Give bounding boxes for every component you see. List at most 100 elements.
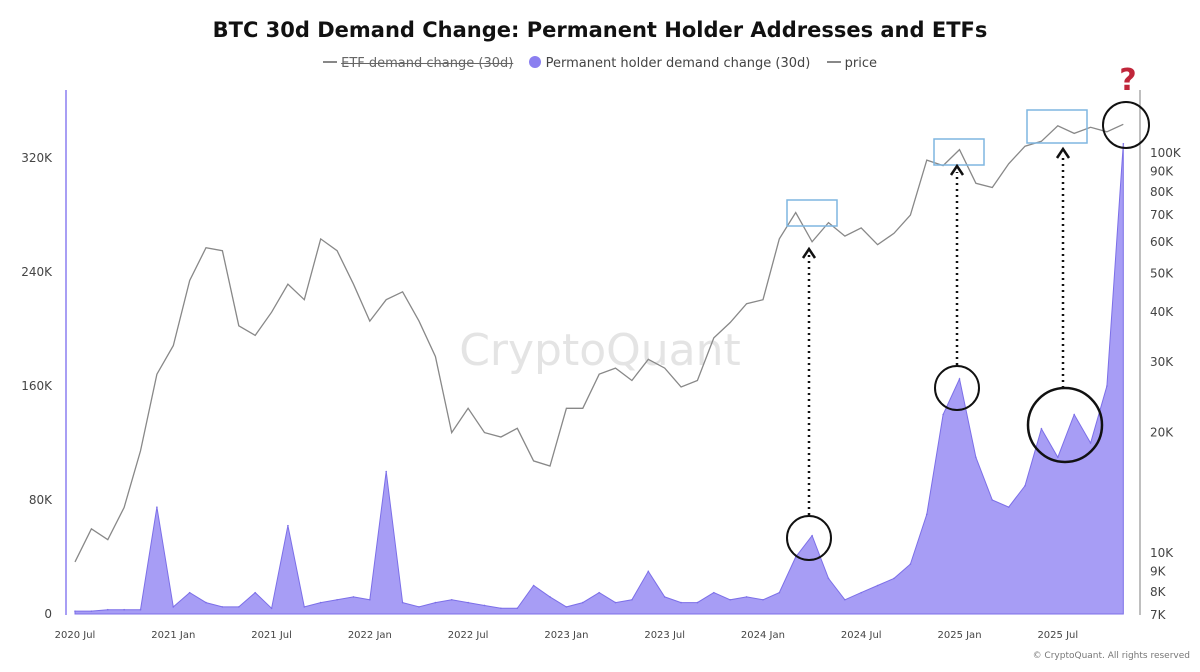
demand-point	[614, 601, 617, 604]
demand-point	[319, 601, 322, 604]
demand-point	[942, 413, 944, 416]
line-swatch-icon	[826, 61, 841, 63]
demand-point	[827, 577, 830, 580]
x-tick: 2025 Jan	[937, 630, 981, 641]
y-right-tick: 40K	[1150, 305, 1174, 319]
y-right-tick: 50K	[1150, 266, 1174, 280]
demand-point	[90, 610, 93, 612]
y-right-tick: 60K	[1150, 235, 1174, 249]
demand-point	[532, 584, 535, 587]
arrowhead-icon	[1055, 146, 1071, 159]
highlight-box	[933, 138, 985, 166]
demand-point	[238, 606, 240, 608]
y-left-tick: 240K	[21, 265, 53, 279]
watermark: CryptoQuant	[459, 325, 741, 376]
highlight-circle	[1102, 101, 1150, 149]
demand-point	[385, 470, 388, 473]
y-right-tick: 90K	[1150, 164, 1174, 178]
demand-point	[434, 601, 437, 604]
demand-point	[139, 608, 142, 611]
demand-point	[303, 606, 306, 608]
demand-point	[631, 598, 633, 601]
demand-point	[1057, 456, 1059, 459]
demand-point	[860, 591, 863, 594]
y-right-tick: 80K	[1150, 185, 1174, 199]
legend-permanent-holder-label: Permanent holder demand change (30d)	[545, 56, 811, 71]
demand-point	[401, 601, 404, 604]
demand-point	[467, 601, 469, 604]
demand-point	[581, 601, 584, 604]
demand-point	[925, 513, 928, 516]
y-left-tick: 160K	[21, 379, 53, 393]
y-right-tick: 9K	[1150, 564, 1167, 578]
legend-permanent-holder[interactable]: Permanent holder demand change (30d)	[529, 56, 810, 71]
demand-point	[287, 524, 289, 527]
demand-point	[1122, 142, 1125, 145]
demand-point	[336, 598, 338, 601]
demand-point	[1089, 442, 1092, 444]
demand-point	[762, 598, 764, 601]
x-tick: 2024 Jul	[841, 630, 882, 641]
demand-point	[663, 596, 666, 598]
demand-point	[745, 596, 748, 598]
demand-point	[106, 608, 109, 611]
x-tick: 2021 Jul	[251, 630, 292, 641]
demand-point	[778, 591, 781, 594]
demand-point	[1024, 484, 1026, 487]
demand-point	[549, 596, 551, 598]
demand-point	[909, 563, 912, 565]
x-tick: 2024 Jan	[741, 630, 785, 641]
highlight-circle	[934, 365, 980, 411]
y-right-tick: 30K	[1150, 355, 1174, 369]
highlight-box	[786, 199, 838, 227]
arrowhead-icon	[801, 246, 817, 259]
x-tick: 2022 Jul	[448, 630, 489, 641]
legend-price[interactable]: price	[826, 56, 878, 71]
demand-point	[254, 591, 256, 594]
highlight-circle	[1026, 386, 1104, 464]
demand-point	[729, 598, 731, 601]
demand-point	[680, 601, 682, 604]
demand-point	[369, 598, 371, 601]
y-left-tick: 80K	[29, 493, 53, 507]
demand-point	[205, 601, 207, 604]
legend-price-label: price	[844, 56, 878, 71]
demand-point	[1007, 506, 1010, 508]
x-tick: 2021 Jan	[151, 630, 195, 641]
demand-point	[156, 506, 158, 508]
demand-point	[500, 607, 502, 610]
series-permanent-holder-area	[74, 143, 1124, 615]
demand-point	[221, 606, 224, 608]
demand-point	[696, 601, 699, 604]
y-left-tick: 320K	[21, 151, 53, 165]
legend-etf-label: ETF demand change (30d)	[341, 56, 514, 71]
chart-marks: 0 80K 160K 240K 320K 7K 8K 9K 10K 20K 30K 40K 50K 60K…	[21, 90, 1182, 641]
x-tick: 2022 Jan	[348, 630, 392, 641]
arrowhead-icon	[949, 163, 965, 176]
demand-point	[893, 577, 895, 580]
question-mark: ?	[1119, 63, 1136, 98]
copyright: © CryptoQuant. All rights reserved	[1032, 651, 1190, 661]
x-tick: 2023 Jan	[544, 630, 588, 641]
y-right-tick: 20K	[1150, 426, 1174, 440]
demand-point	[1040, 427, 1043, 430]
highlight-box	[1026, 109, 1088, 144]
demand-point	[844, 598, 846, 601]
demand-point	[450, 598, 453, 601]
demand-point	[598, 591, 600, 594]
legend: ETF demand change (30d) Permanent holder…	[0, 56, 1200, 71]
y-right-tick: 8K	[1150, 585, 1167, 599]
x-tick: 2025 Jul	[1037, 630, 1078, 641]
legend-etf[interactable]: ETF demand change (30d)	[322, 56, 514, 71]
demand-point	[876, 584, 879, 587]
dot-swatch-icon	[529, 56, 542, 68]
demand-point	[1106, 385, 1108, 387]
demand-point	[172, 606, 175, 608]
demand-point	[1073, 413, 1075, 416]
demand-point	[352, 596, 355, 598]
demand-point	[958, 378, 961, 380]
demand-point	[74, 610, 76, 612]
demand-point	[516, 607, 519, 610]
line-swatch-icon	[322, 61, 337, 63]
